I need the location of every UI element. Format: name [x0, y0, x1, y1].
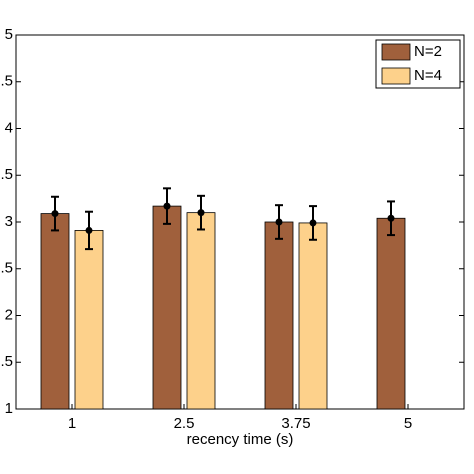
- x-tick-label: 5: [404, 415, 412, 432]
- legend-swatch: [381, 67, 411, 85]
- mean-dot: [275, 218, 283, 226]
- bar: [152, 205, 182, 410]
- y-tick-label: .5: [0, 260, 13, 277]
- y-tick-label: 3: [5, 213, 13, 230]
- x-tick-label: 1: [68, 415, 76, 432]
- bar: [298, 222, 328, 410]
- y-tick-label: 1: [5, 400, 13, 417]
- y-tick-label: .5: [0, 73, 13, 90]
- mean-dot: [51, 210, 59, 218]
- legend-swatch: [381, 43, 411, 61]
- legend-label: N=4: [414, 67, 442, 84]
- y-tick-label: 2: [5, 306, 13, 323]
- bar: [74, 230, 104, 410]
- mean-dot: [197, 209, 205, 217]
- mean-dot: [309, 219, 317, 227]
- y-tick-label: 4: [5, 119, 13, 136]
- y-tick-label: .5: [0, 166, 13, 183]
- bar: [376, 217, 406, 410]
- bar: [40, 213, 70, 410]
- y-tick-label: .5: [0, 353, 13, 370]
- x-tick-label: 3.75: [281, 415, 310, 432]
- mean-dot: [163, 202, 171, 210]
- bar: [186, 212, 216, 410]
- bar: [264, 221, 294, 410]
- legend-label: N=2: [414, 43, 442, 60]
- mean-dot: [85, 226, 93, 234]
- x-tick-label: 2.5: [174, 415, 195, 432]
- mean-dot: [387, 214, 395, 222]
- x-axis-label: recency time (s): [187, 431, 294, 448]
- y-tick-label: 5: [5, 26, 13, 43]
